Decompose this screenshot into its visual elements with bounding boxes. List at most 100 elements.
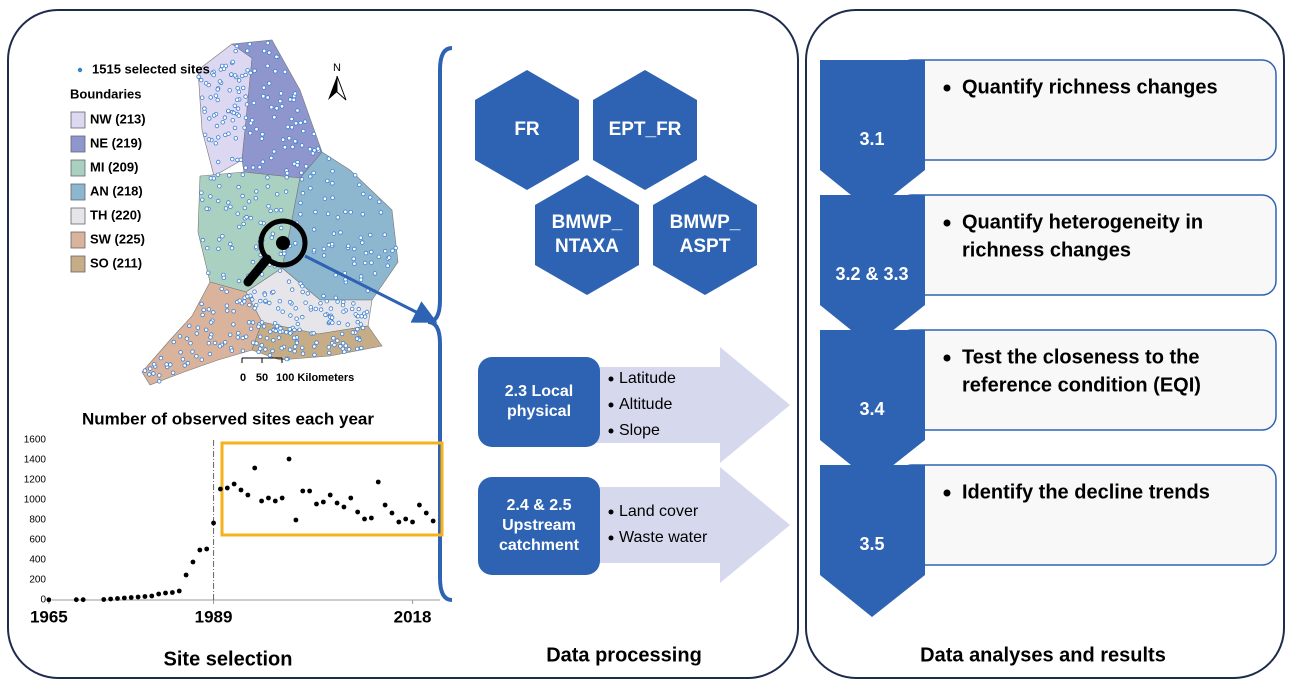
point [293,517,299,523]
legend-label: NE (219) [90,135,142,150]
point [245,492,251,498]
step-chevron [820,330,925,482]
site-dot [214,123,220,129]
step-text: Quantify richness changes [962,76,1218,98]
site-dot [257,164,262,170]
point [80,597,86,603]
step-chevron [820,195,925,347]
site-dot [276,335,282,340]
point [238,487,244,493]
site-dot [243,115,249,120]
site-dot [259,272,265,277]
site-dot [352,246,357,252]
step-chevron [820,465,925,617]
factor-label: catchment [499,537,580,554]
point [389,510,395,516]
site-dot [292,344,298,349]
factor-label: physical [507,403,571,420]
bullet [608,376,614,382]
factor-item: Slope [619,422,660,439]
site-dot [206,82,211,88]
y-tick-label: 0 [40,595,46,606]
site-dot [311,131,317,137]
site-dot [382,232,387,237]
site-dot [333,295,338,300]
site-dot [277,299,282,304]
site-dot [257,346,263,351]
site-dot [254,189,259,194]
site-dot [217,79,223,84]
site-dot [286,279,292,284]
site-dot [205,245,210,251]
site-dot [199,95,205,100]
site-dot [272,114,277,120]
bullet [943,354,951,362]
index-label: BMWP_ [552,212,623,233]
site-dot [351,301,356,306]
point [430,518,436,524]
site-dot [267,353,273,358]
site-dot [390,248,395,253]
site-dot [358,277,364,282]
point [169,590,175,595]
site-dot [260,159,265,164]
y-tick-label: 400 [29,555,46,566]
bullet [608,402,614,408]
step-text: richness changes [962,239,1131,261]
site-dot [234,97,240,102]
site-dot [341,299,346,305]
site-dot [206,137,212,142]
site-dot [361,191,366,197]
factor-box [478,477,600,575]
site-dot [205,270,211,275]
site-dot [164,362,169,367]
site-dot [207,116,212,121]
site-dot [248,326,254,331]
site-dot [235,85,240,91]
site-dot [329,315,335,320]
site-dot [261,85,267,90]
site-dot [352,261,357,266]
legend-label: NW (213) [90,111,146,126]
site-dot [188,341,193,346]
point [204,546,210,552]
site-dot [275,192,280,197]
site-dot [341,309,346,314]
site-dot [248,215,253,221]
site-dot [242,205,247,211]
site-dot [231,110,236,116]
right-panel [805,9,1285,679]
site-dot [239,73,245,79]
site-dot [185,360,191,366]
site-dot [331,336,336,341]
site-dot [178,350,183,355]
site-dot [253,195,258,201]
site-dot [284,175,289,180]
site-dot [287,326,292,332]
site-dot [330,168,335,174]
site-dot [280,137,286,142]
site-dot [292,349,297,354]
site-dot [259,136,264,141]
point [334,500,340,506]
site-dot [298,200,303,206]
site-dot [302,119,308,124]
site-dot [293,138,298,144]
site-dot [279,225,284,231]
magnifier-handle [243,254,272,287]
north-arrow [336,75,347,101]
site-dot [350,330,355,335]
site-dot [240,172,245,177]
factor-arrow [596,467,790,583]
factor-arrow [596,347,790,463]
site-dot [217,344,223,349]
site-dot [284,330,289,335]
y-tick-label: 1600 [24,435,47,446]
site-dot [359,345,364,351]
site-dot [345,322,350,327]
site-dot [288,313,293,318]
site-dot [338,230,343,235]
site-dot [242,299,247,304]
index-label: BMWP_ [670,212,741,233]
site-dot [359,314,364,319]
